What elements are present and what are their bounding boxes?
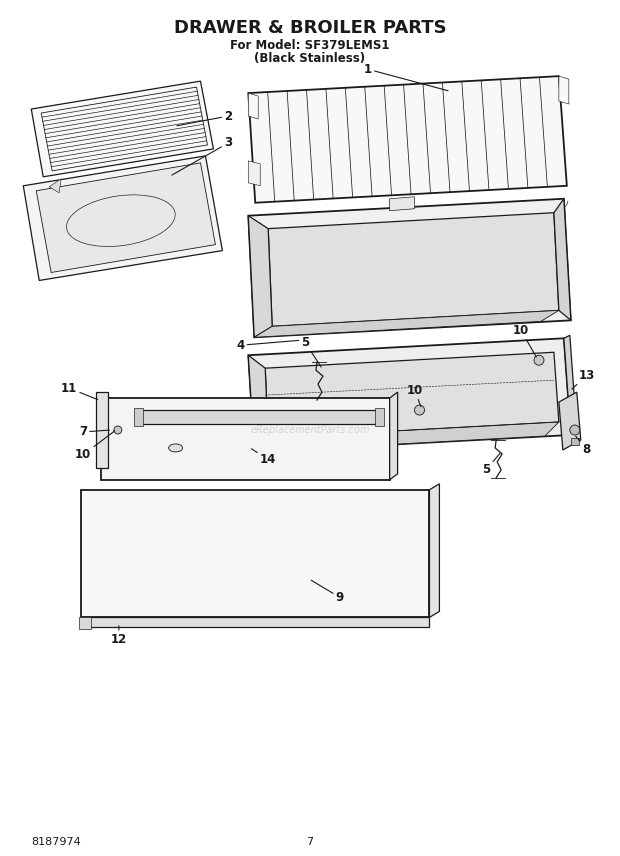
- Circle shape: [534, 355, 544, 366]
- Text: 12: 12: [111, 626, 127, 645]
- Circle shape: [570, 425, 580, 435]
- Polygon shape: [36, 163, 215, 272]
- Polygon shape: [248, 199, 571, 337]
- Polygon shape: [430, 484, 440, 617]
- Polygon shape: [554, 199, 571, 320]
- Text: For Model: SF379LEMS1: For Model: SF379LEMS1: [230, 39, 390, 52]
- Text: 11: 11: [61, 382, 98, 400]
- Text: 1: 1: [364, 62, 448, 91]
- Text: 7: 7: [306, 836, 314, 847]
- Polygon shape: [81, 490, 430, 617]
- Polygon shape: [101, 398, 389, 480]
- Polygon shape: [248, 355, 268, 452]
- Text: eReplacementParts.com: eReplacementParts.com: [250, 425, 370, 435]
- Polygon shape: [49, 179, 61, 193]
- Polygon shape: [24, 156, 223, 281]
- Polygon shape: [134, 408, 143, 426]
- Text: DRAWER & BROILER PARTS: DRAWER & BROILER PARTS: [174, 20, 446, 38]
- Polygon shape: [564, 336, 577, 435]
- Polygon shape: [571, 438, 579, 445]
- Polygon shape: [96, 392, 108, 468]
- Polygon shape: [265, 353, 559, 438]
- Polygon shape: [254, 422, 559, 452]
- Circle shape: [415, 405, 425, 415]
- Text: 7: 7: [79, 425, 110, 438]
- Text: 4: 4: [236, 339, 299, 352]
- Polygon shape: [559, 392, 581, 450]
- Polygon shape: [248, 338, 571, 452]
- Circle shape: [114, 426, 122, 434]
- Text: 10: 10: [406, 383, 423, 407]
- Polygon shape: [268, 212, 559, 326]
- Text: 3: 3: [172, 136, 232, 175]
- Text: 10: 10: [513, 324, 536, 357]
- Ellipse shape: [169, 444, 182, 452]
- Polygon shape: [81, 617, 430, 627]
- Polygon shape: [248, 161, 260, 186]
- Polygon shape: [248, 76, 567, 203]
- Polygon shape: [389, 392, 397, 480]
- Text: 5: 5: [482, 453, 500, 476]
- Text: 8187974: 8187974: [31, 836, 81, 847]
- Text: 10: 10: [75, 431, 115, 461]
- Polygon shape: [389, 197, 415, 211]
- Polygon shape: [79, 617, 91, 629]
- Polygon shape: [248, 216, 272, 337]
- Polygon shape: [254, 311, 559, 337]
- Text: 9: 9: [311, 580, 344, 604]
- Text: 5: 5: [301, 336, 321, 367]
- Text: (Black Stainless): (Black Stainless): [254, 52, 366, 65]
- Polygon shape: [559, 76, 569, 104]
- Polygon shape: [248, 93, 259, 119]
- Text: 2: 2: [177, 110, 232, 126]
- Polygon shape: [31, 81, 213, 177]
- Text: 13: 13: [572, 369, 595, 389]
- Text: 14: 14: [252, 449, 277, 467]
- Text: 8: 8: [576, 436, 591, 456]
- Polygon shape: [141, 410, 378, 424]
- Polygon shape: [374, 408, 384, 426]
